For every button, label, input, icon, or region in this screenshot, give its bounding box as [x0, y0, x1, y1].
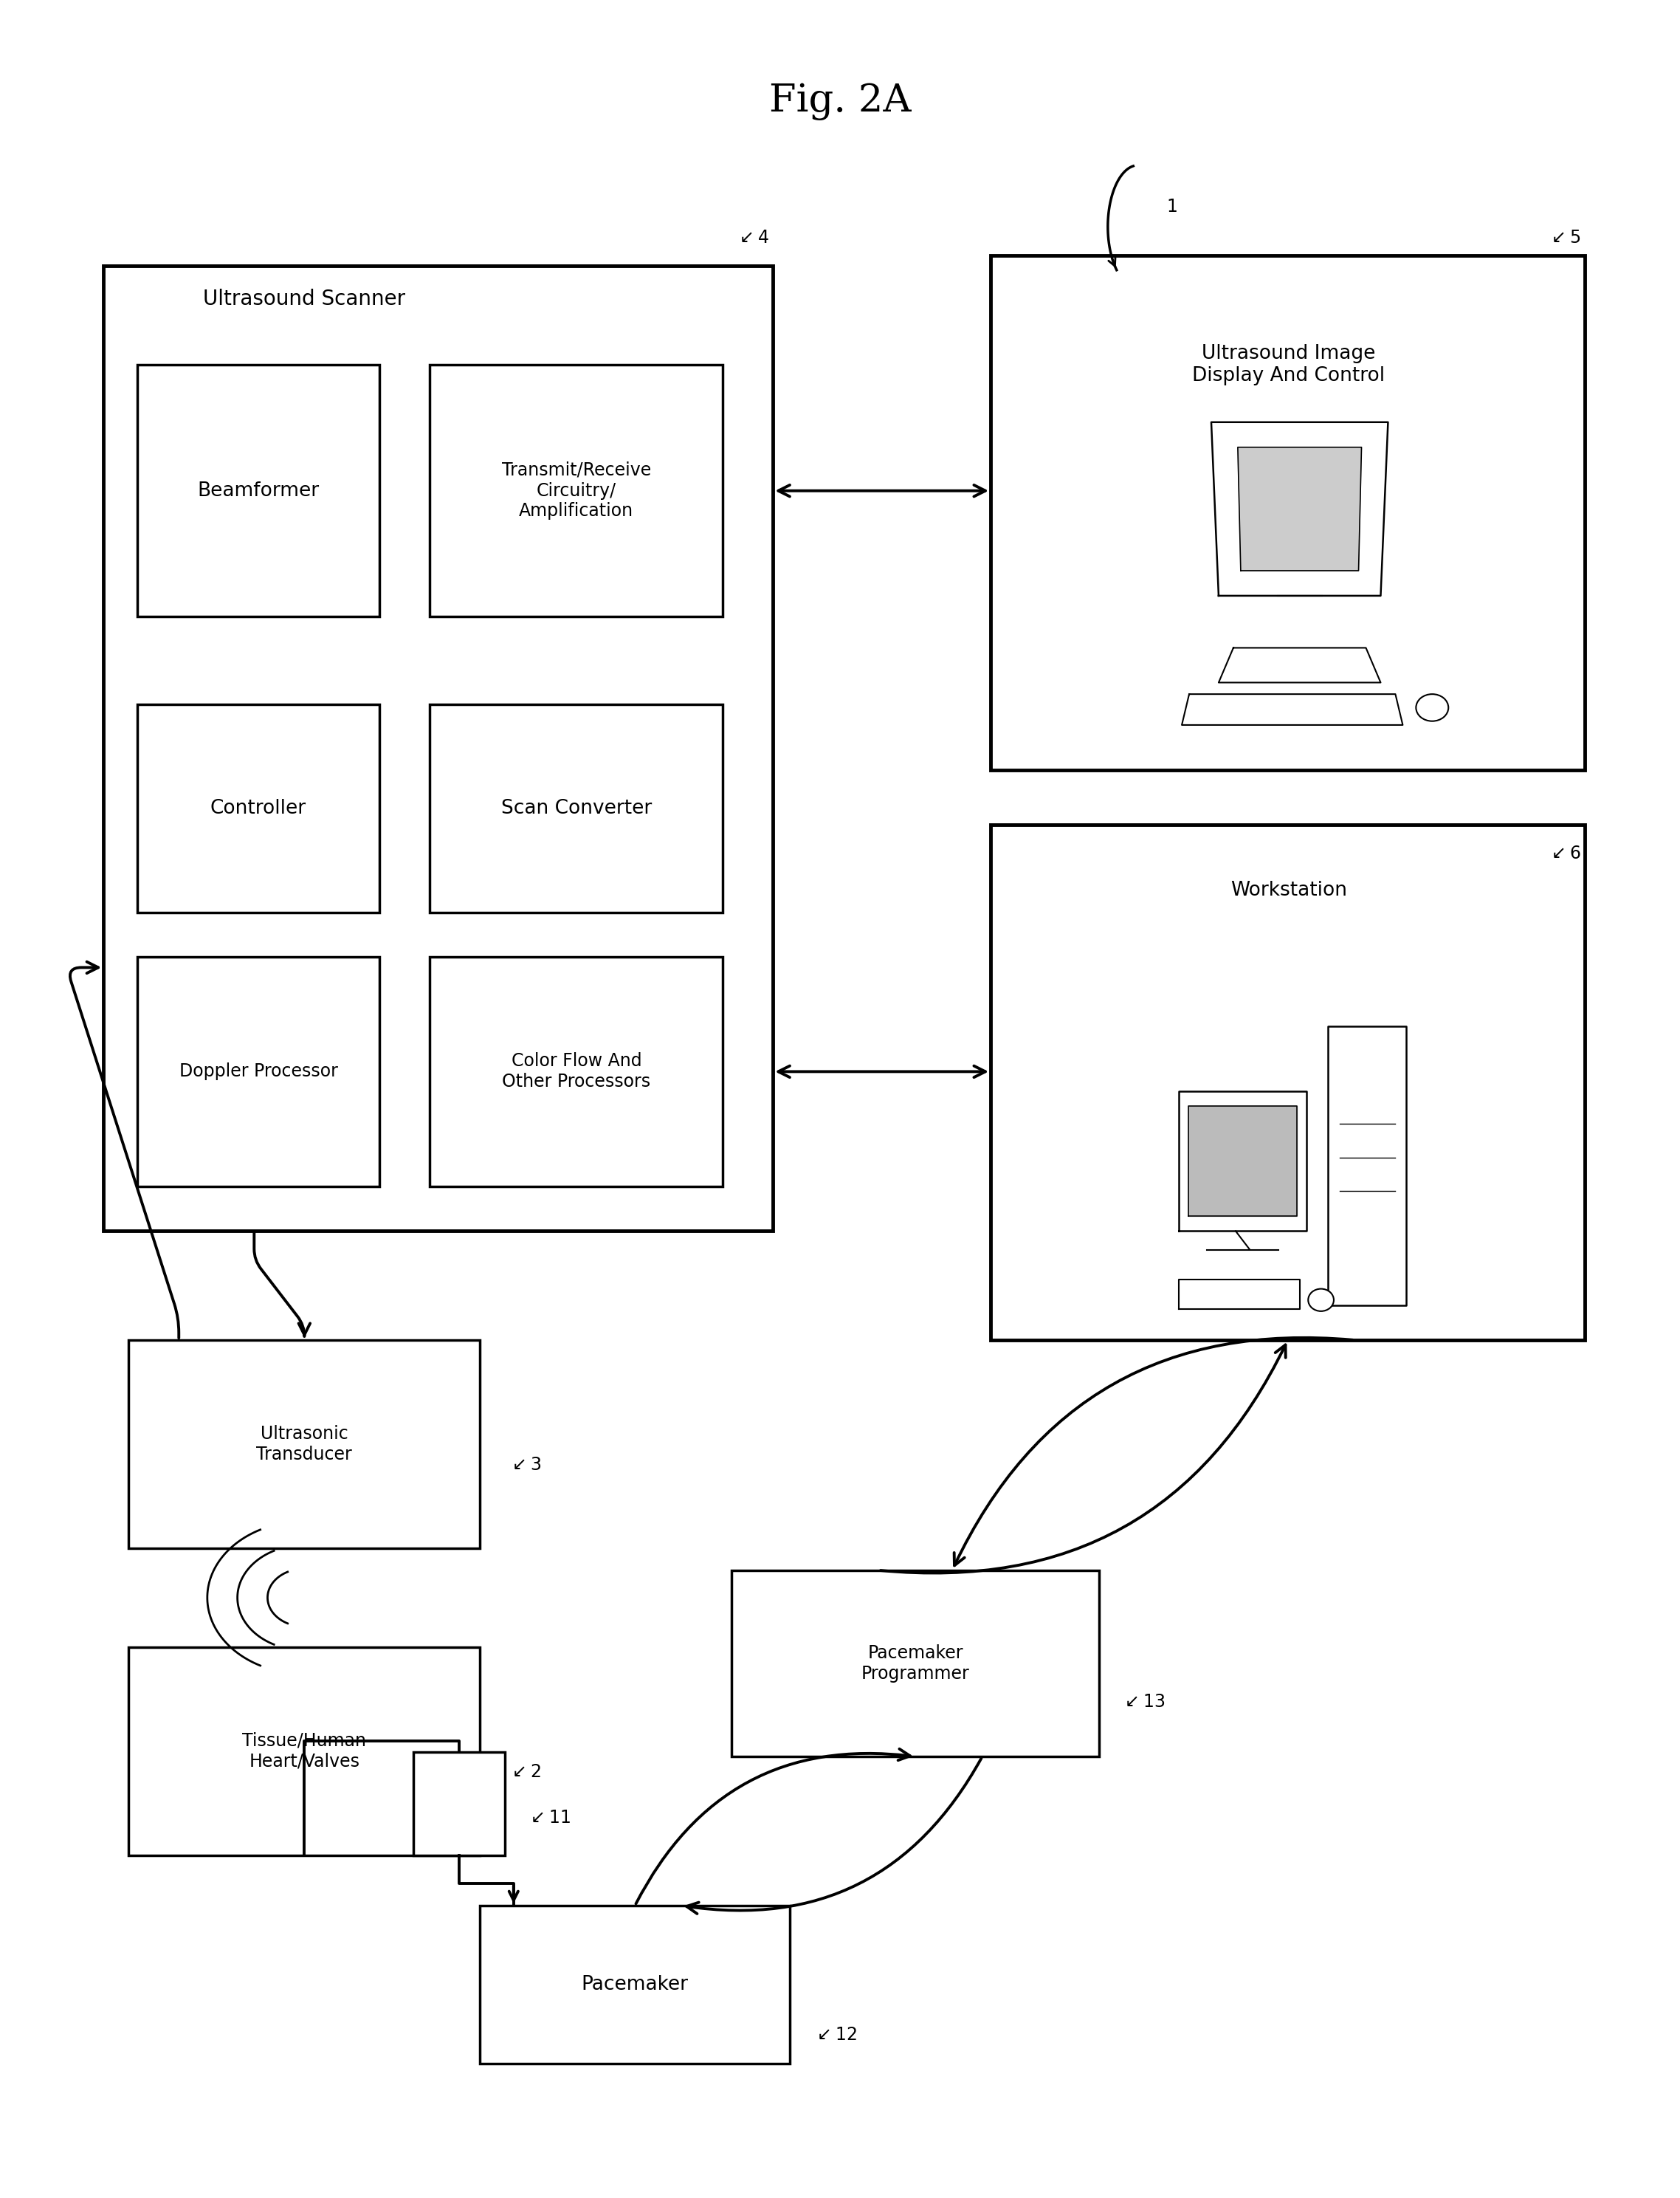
Ellipse shape — [1309, 1288, 1334, 1312]
Polygon shape — [1179, 1092, 1307, 1231]
Bar — [731, 1569, 1099, 1756]
Polygon shape — [1179, 1279, 1300, 1310]
Text: $\swarrow$3: $\swarrow$3 — [509, 1457, 541, 1475]
Text: $\swarrow$12: $\swarrow$12 — [813, 2027, 857, 2044]
Text: Ultrasound Scanner: Ultrasound Scanner — [203, 288, 405, 310]
Text: $\swarrow$4: $\swarrow$4 — [736, 229, 769, 246]
Text: Beamformer: Beamformer — [197, 481, 319, 501]
Text: Scan Converter: Scan Converter — [501, 800, 652, 818]
Bar — [138, 956, 380, 1187]
Text: Ultrasound Image
Display And Control: Ultrasound Image Display And Control — [1193, 345, 1384, 385]
Text: $\swarrow$2: $\swarrow$2 — [509, 1763, 541, 1780]
Text: Ultrasonic
Transducer: Ultrasonic Transducer — [257, 1424, 353, 1464]
Text: $\swarrow$11: $\swarrow$11 — [528, 1809, 571, 1827]
Bar — [129, 1341, 480, 1547]
Text: 1: 1 — [1166, 198, 1178, 215]
Bar — [413, 1752, 506, 1855]
Text: Controller: Controller — [210, 800, 306, 818]
Bar — [991, 824, 1584, 1341]
Text: Transmit/Receive
Circuitry/
Amplification: Transmit/Receive Circuitry/ Amplificatio… — [502, 462, 652, 521]
Text: Pacemaker
Programmer: Pacemaker Programmer — [862, 1644, 969, 1681]
Text: Pacemaker: Pacemaker — [581, 1976, 689, 1994]
Polygon shape — [1181, 695, 1403, 725]
Text: Workstation: Workstation — [1230, 881, 1347, 901]
Bar — [129, 1646, 480, 1855]
Bar — [480, 1906, 790, 2064]
Text: Color Flow And
Other Processors: Color Flow And Other Processors — [502, 1053, 650, 1090]
Polygon shape — [1189, 1106, 1297, 1215]
Bar — [430, 956, 722, 1187]
Text: $\swarrow$6: $\swarrow$6 — [1547, 844, 1581, 862]
Text: Fig. 2A: Fig. 2A — [769, 84, 911, 121]
Text: $\swarrow$13: $\swarrow$13 — [1121, 1692, 1164, 1710]
Text: $\swarrow$5: $\swarrow$5 — [1547, 229, 1581, 246]
Bar — [138, 365, 380, 618]
Bar — [138, 706, 380, 912]
Text: Doppler Processor: Doppler Processor — [180, 1064, 338, 1081]
Bar — [104, 266, 773, 1231]
Bar — [991, 255, 1584, 769]
Bar — [430, 706, 722, 912]
Ellipse shape — [1416, 695, 1448, 721]
Polygon shape — [1218, 648, 1381, 684]
Polygon shape — [1211, 422, 1388, 596]
Polygon shape — [1238, 446, 1361, 571]
Text: Tissue/Human
Heart/Valves: Tissue/Human Heart/Valves — [242, 1732, 366, 1769]
Bar — [430, 365, 722, 618]
Polygon shape — [1329, 1026, 1406, 1306]
